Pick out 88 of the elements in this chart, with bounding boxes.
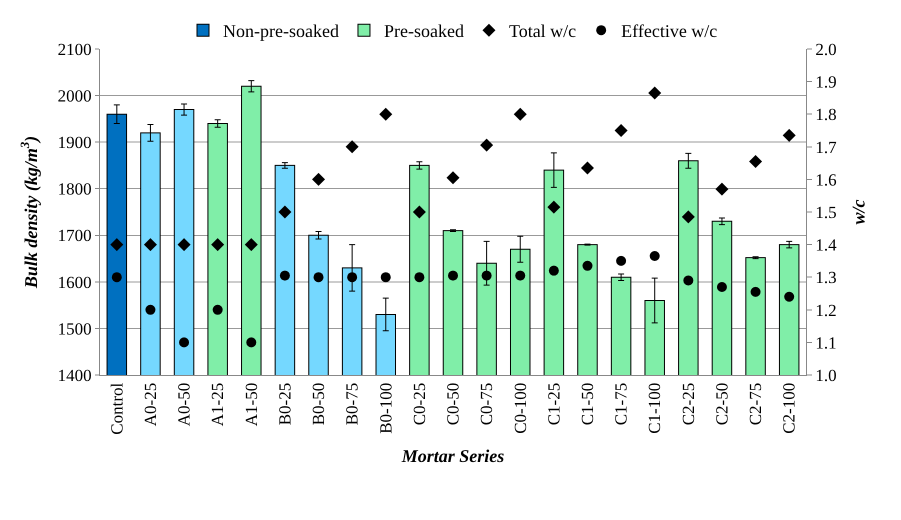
- y2-tick-label: 1.9: [815, 72, 837, 92]
- x-axis-title: Mortar Series: [400, 446, 504, 466]
- point: [650, 251, 660, 262]
- point: [244, 238, 258, 252]
- point: [480, 138, 494, 152]
- y2-tick-label: 1.0: [815, 366, 837, 385]
- point: [616, 256, 626, 266]
- point: [112, 272, 122, 282]
- x-tick-label: B0-100: [376, 382, 396, 434]
- x-tick-label: A1-50: [242, 382, 261, 426]
- y2-tick-label: 1.4: [815, 236, 838, 255]
- point: [784, 292, 794, 302]
- point: [379, 108, 392, 121]
- y-tick-label: 1400: [58, 366, 92, 385]
- point: [715, 182, 728, 196]
- point: [582, 260, 592, 271]
- y-tick-label: 1600: [58, 272, 92, 292]
- x-tick-label: B0-75: [342, 382, 362, 426]
- point: [515, 270, 526, 281]
- y2-axis-title: w/c: [848, 199, 868, 224]
- x-tick-label: B0-50: [309, 382, 328, 426]
- point: [448, 270, 458, 281]
- x-tick-label: C0-50: [444, 382, 463, 426]
- point: [110, 238, 124, 252]
- y2-tick-label: 1.8: [815, 105, 837, 124]
- y2-tick-label: 1.3: [815, 268, 837, 288]
- x-tick-label: C1-100: [645, 382, 664, 434]
- x-tick-label: Control: [107, 382, 126, 435]
- x-tick-label: C2-100: [780, 382, 799, 434]
- y-tick-label: 1700: [58, 226, 92, 246]
- y2-tick-label: 1.7: [815, 138, 838, 157]
- point: [782, 128, 796, 142]
- point: [347, 272, 358, 282]
- y-tick-label: 1800: [58, 180, 92, 199]
- point: [614, 124, 628, 137]
- point: [346, 140, 359, 154]
- x-tick-label: B0-25: [275, 382, 294, 426]
- legend-label: Pre-soaked: [384, 21, 464, 42]
- x-tick-label: C2-50: [712, 382, 732, 426]
- y-tick-label: 1500: [58, 319, 92, 338]
- point: [682, 210, 695, 224]
- point: [482, 270, 492, 281]
- x-tick-label: A0-50: [174, 382, 194, 426]
- x-tick-label: C0-75: [477, 382, 496, 426]
- point: [446, 171, 460, 184]
- point: [280, 270, 290, 281]
- legend-label: Effective w/c: [621, 21, 718, 42]
- point: [750, 286, 761, 297]
- point: [514, 108, 527, 121]
- y2-tick-label: 1.2: [815, 300, 837, 320]
- point: [683, 275, 694, 286]
- point: [144, 238, 157, 252]
- x-tick-label: C0-100: [510, 382, 530, 434]
- point: [648, 86, 662, 100]
- x-tick-label: C2-25: [678, 382, 698, 426]
- y-tick-label: 2000: [58, 86, 92, 106]
- point: [749, 154, 762, 168]
- y-tick-label: 1900: [58, 133, 92, 152]
- legend-label: Non-pre-soaked: [223, 21, 339, 42]
- y2-tick-label: 1.6: [815, 170, 837, 190]
- point: [178, 238, 191, 252]
- point: [412, 206, 426, 218]
- point: [145, 304, 156, 315]
- point: [580, 161, 594, 174]
- y-tick-label: 2100: [58, 40, 92, 59]
- point: [179, 337, 190, 348]
- point: [278, 206, 292, 218]
- x-tick-label: C1-75: [612, 382, 631, 426]
- point: [314, 272, 324, 282]
- y2-tick-label: 2.0: [815, 40, 837, 59]
- point: [211, 238, 224, 252]
- x-tick-label: C2-75: [746, 382, 766, 426]
- x-tick-label: A1-25: [208, 382, 228, 426]
- legend-label: Total w/c: [508, 21, 576, 42]
- point: [716, 282, 727, 292]
- x-tick-label: C1-25: [544, 382, 564, 426]
- point: [212, 304, 223, 315]
- point: [312, 172, 326, 186]
- point: [246, 337, 256, 348]
- x-tick-label: A0-25: [140, 382, 160, 426]
- x-tick-label: C1-50: [578, 382, 598, 426]
- y2-tick-label: 1.1: [815, 333, 837, 352]
- point: [548, 266, 559, 276]
- point: [380, 272, 391, 282]
- y2-tick-label: 1.5: [815, 202, 837, 222]
- point: [414, 272, 424, 282]
- x-tick-label: C0-25: [410, 382, 429, 426]
- point: [547, 200, 560, 214]
